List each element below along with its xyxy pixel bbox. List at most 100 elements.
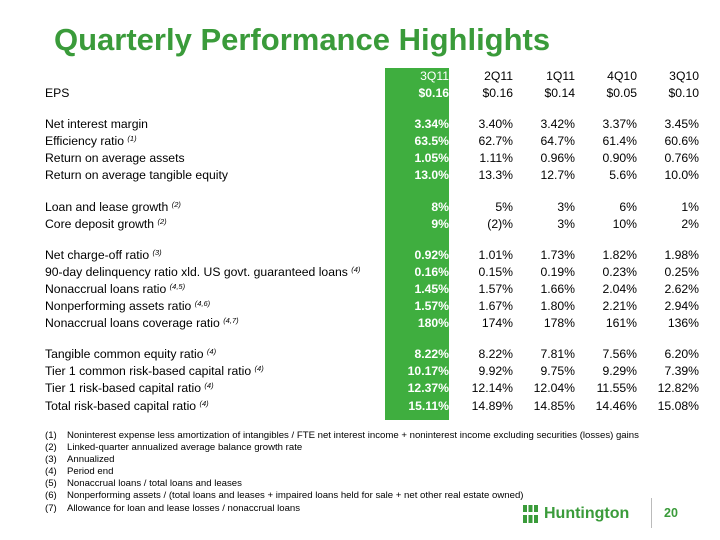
current-quarter-value: 8.22% bbox=[414, 347, 449, 362]
value-cell: 8.22% bbox=[478, 347, 513, 362]
value-cell: 12.7% bbox=[540, 168, 575, 183]
current-quarter-value: 1.05% bbox=[414, 151, 449, 166]
footnote-ref: (1) bbox=[127, 134, 137, 144]
row-label-text: Nonaccrual loans coverage ratio bbox=[45, 316, 220, 331]
row-label: EPS bbox=[45, 85, 385, 102]
table-row: Efficiency ratio (1) 63.5% 62.7% 64.7% 61.4%… bbox=[45, 133, 699, 150]
table-row: Return on average assets 1.05% 1.11% 0.96% 0… bbox=[45, 150, 699, 167]
current-quarter-value: 3.34% bbox=[414, 117, 449, 132]
page-number: 20 bbox=[664, 506, 678, 520]
value-cell: 0.90% bbox=[602, 151, 637, 166]
footnote: (3) Annualized bbox=[45, 454, 639, 466]
row-label: Tier 1 risk-based capital ratio (4) bbox=[45, 380, 385, 397]
table-row: Nonperforming assets ratio (4,6) 1.57% 1.6… bbox=[45, 298, 699, 315]
header-label-cell bbox=[45, 68, 385, 85]
value-cell: 3% bbox=[557, 199, 575, 214]
value-cell: 12.14% bbox=[471, 381, 513, 396]
footnote-text: Nonperforming assets / (total loans and … bbox=[67, 490, 524, 502]
row-label-text: Return on average assets bbox=[45, 151, 185, 166]
row-label-text: Tier 1 common risk-based capital ratio bbox=[45, 364, 252, 379]
value-cell: 1.67% bbox=[478, 299, 513, 314]
row-label: Tier 1 common risk-based capital ratio (… bbox=[45, 363, 385, 380]
value-cell: 3% bbox=[557, 216, 575, 231]
row-label-text: Net charge-off ratio bbox=[45, 247, 150, 262]
footnotes: (1) Noninterest expense less amortization… bbox=[45, 430, 639, 515]
footnote-text: Nonaccrual loans / total loans and lease… bbox=[67, 478, 242, 490]
current-quarter-highlight bbox=[385, 68, 449, 420]
row-label-text: 90-day delinquency ratio xld. US govt. g… bbox=[45, 264, 348, 279]
footnote-ref: (4,5) bbox=[169, 281, 186, 291]
logo-wordmark: Huntington bbox=[544, 505, 630, 522]
value-cell: 10.0% bbox=[664, 168, 699, 183]
table-row: EPS $0.16 $0.16 $0.14 $0.05 $0.10 bbox=[45, 85, 699, 102]
value-cell: 0.15% bbox=[478, 264, 513, 279]
row-label-text: Total risk-based capital ratio bbox=[45, 398, 197, 413]
value-cell: 1% bbox=[681, 199, 699, 214]
value-cell: 3.40% bbox=[478, 117, 513, 132]
value-cell: (2)% bbox=[487, 216, 513, 231]
row-label-text: Nonperforming assets ratio bbox=[45, 299, 192, 314]
current-quarter-value: 10.17% bbox=[407, 364, 449, 379]
footnote: (5) Nonaccrual loans / total loans and le… bbox=[45, 478, 639, 490]
value-cell: 3.37% bbox=[602, 117, 637, 132]
column-header: 1Q11 bbox=[546, 69, 575, 83]
performance-table: 3Q11 2Q11 1Q11 4Q10 3Q10 EPS $0.16 $0.16 $0… bbox=[45, 68, 699, 415]
footnote-ref: (4,7) bbox=[223, 316, 239, 326]
row-label-text: EPS bbox=[45, 86, 70, 101]
footnote: (2) Linked-quarter annualized average bal… bbox=[45, 442, 639, 454]
table-row: Net interest margin 3.34% 3.40% 3.42% 3.37% 3… bbox=[45, 116, 699, 133]
current-quarter-value: 0.92% bbox=[414, 247, 449, 262]
table-row: Core deposit growth (2) 9% (2)% 3% 10% 2% bbox=[45, 216, 699, 233]
value-cell: 1.66% bbox=[540, 281, 575, 296]
footnote-text: Annualized bbox=[67, 454, 115, 466]
row-label-text: Loan and lease growth bbox=[45, 199, 169, 214]
value-cell: 1.82% bbox=[602, 247, 637, 262]
value-cell: 1.98% bbox=[664, 247, 699, 262]
value-cell: 0.25% bbox=[664, 264, 699, 279]
table-row: Return on average tangible equity 13.0% 13… bbox=[45, 167, 699, 184]
row-label: Total risk-based capital ratio (4) bbox=[45, 398, 385, 415]
current-quarter-value: 1.45% bbox=[414, 281, 449, 296]
column-header: 3Q10 bbox=[669, 69, 699, 83]
value-cell: 0.96% bbox=[540, 151, 575, 166]
current-quarter-value: 8% bbox=[431, 199, 449, 214]
value-cell: 10% bbox=[612, 216, 637, 231]
row-label: Nonaccrual loans ratio (4,5) bbox=[45, 281, 385, 298]
footnote-number: (2) bbox=[45, 442, 57, 454]
row-label: Loan and lease growth (2) bbox=[45, 199, 385, 216]
value-cell: 7.39% bbox=[664, 364, 699, 379]
value-cell: 12.04% bbox=[533, 381, 575, 396]
footnote-ref: (4) bbox=[351, 264, 361, 274]
current-quarter-value: 63.5% bbox=[414, 134, 449, 149]
value-cell: 174% bbox=[481, 316, 513, 331]
row-label: Return on average tangible equity bbox=[45, 167, 385, 184]
row-label: Return on average assets bbox=[45, 150, 385, 167]
value-cell: 62.7% bbox=[478, 134, 513, 149]
column-header: 4Q10 bbox=[607, 69, 637, 83]
value-cell: 2.62% bbox=[664, 281, 699, 296]
value-cell: 1.01% bbox=[478, 247, 513, 262]
row-label: Efficiency ratio (1) bbox=[45, 133, 385, 150]
value-cell: 14.89% bbox=[471, 398, 513, 413]
footnote-ref: (4) bbox=[204, 381, 214, 391]
footnote: (7) Allowance for loan and lease losses /… bbox=[45, 503, 639, 515]
value-cell: 12.82% bbox=[657, 381, 699, 396]
row-label-text: Core deposit growth bbox=[45, 216, 155, 231]
value-cell: 0.76% bbox=[664, 151, 699, 166]
value-cell: 1.73% bbox=[540, 247, 575, 262]
row-label: Tangible common equity ratio (4) bbox=[45, 346, 385, 363]
value-cell: $0.14 bbox=[544, 86, 576, 101]
footnote-ref: (3) bbox=[152, 247, 162, 257]
value-cell: 0.19% bbox=[540, 264, 575, 279]
current-quarter-value: 0.16% bbox=[414, 264, 449, 279]
row-label-text: Net interest margin bbox=[45, 117, 148, 132]
spacer-row bbox=[45, 185, 699, 199]
row-label: Net interest margin bbox=[45, 116, 385, 133]
value-cell: 9.29% bbox=[602, 364, 637, 379]
value-cell: 1.11% bbox=[479, 151, 513, 166]
spacer-row bbox=[45, 233, 699, 247]
value-cell: 14.46% bbox=[595, 398, 637, 413]
table-row: Nonaccrual loans ratio (4,5) 1.45% 1.57% 1.… bbox=[45, 281, 699, 298]
table-row: Tier 1 common risk-based capital ratio (… bbox=[45, 363, 699, 380]
footnote-text: Allowance for loan and lease losses / no… bbox=[67, 502, 301, 514]
